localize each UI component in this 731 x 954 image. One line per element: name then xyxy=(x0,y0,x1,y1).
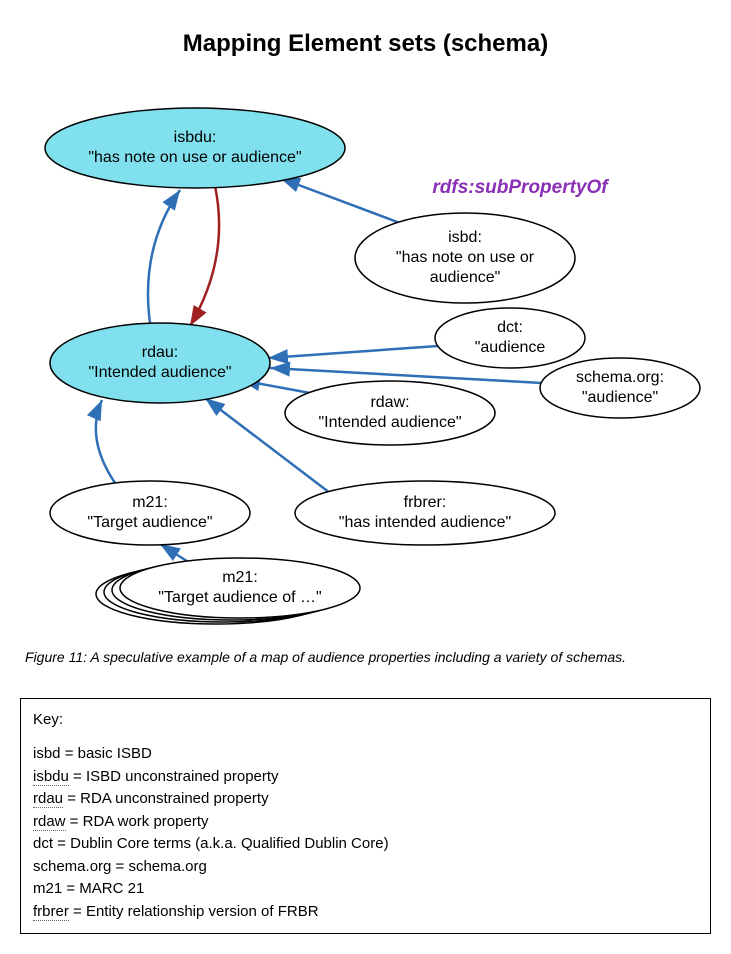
key-abbr: m21 xyxy=(33,880,62,897)
key-def: = RDA work property xyxy=(66,813,209,830)
node-frbrer xyxy=(295,481,555,545)
key-abbr: isbd xyxy=(33,745,61,762)
key-def: = RDA unconstrained property xyxy=(63,790,269,807)
key-abbr: isbdu xyxy=(33,768,69,786)
key-abbr: rdaw xyxy=(33,813,66,831)
figure-caption: Figure 11: A speculative example of a ma… xyxy=(25,648,706,668)
node-rdaw xyxy=(285,381,495,445)
node-schema xyxy=(540,358,700,418)
key-item: schema.org = schema.org xyxy=(33,856,698,879)
key-item: dct = Dublin Core terms (a.k.a. Qualifie… xyxy=(33,833,698,856)
key-item: rdau = RDA unconstrained property xyxy=(33,788,698,811)
node-isbd xyxy=(355,213,575,303)
node-dct xyxy=(435,308,585,368)
key-def: = Entity relationship version of FRBR xyxy=(69,903,319,920)
edge-m21-rdau xyxy=(96,400,115,483)
edge-m21of-m21 xyxy=(160,544,190,563)
key-def: = basic ISBD xyxy=(61,745,152,762)
key-item: frbrer = Entity relationship version of … xyxy=(33,901,698,924)
key-item: isbdu = ISBD unconstrained property xyxy=(33,766,698,789)
node-rdau xyxy=(50,323,270,403)
key-abbr: schema.org xyxy=(33,858,111,875)
key-def: = MARC 21 xyxy=(62,880,144,897)
key-def: = schema.org xyxy=(111,858,206,875)
edge-isbdu-rdau xyxy=(190,186,219,326)
key-item: rdaw = RDA work property xyxy=(33,811,698,834)
node-m21of xyxy=(120,558,360,618)
node-m21 xyxy=(50,481,250,545)
node-isbdu xyxy=(45,108,345,188)
edge-dct-rdau xyxy=(268,346,438,358)
key-item: isbd = basic ISBD xyxy=(33,743,698,766)
key-item: m21 = MARC 21 xyxy=(33,878,698,901)
key-def: = ISBD unconstrained property xyxy=(69,768,279,785)
key-box: Key: isbd = basic ISBDisbdu = ISBD uncon… xyxy=(20,698,711,935)
key-abbr: dct xyxy=(33,835,53,852)
edge-rdau-isbdu xyxy=(148,190,180,323)
edge-label: rdfs:subPropertyOf xyxy=(432,177,607,199)
key-heading: Key: xyxy=(33,709,698,732)
key-abbr: rdau xyxy=(33,790,63,808)
page-title: Mapping Element sets (schema) xyxy=(20,30,711,58)
key-abbr: frbrer xyxy=(33,903,69,921)
diagram: isbdu:"has note on use or audience"rdau:… xyxy=(20,78,711,628)
key-def: = Dublin Core terms (a.k.a. Qualified Du… xyxy=(53,835,389,852)
edge-isbd-isbdu xyxy=(280,178,400,223)
